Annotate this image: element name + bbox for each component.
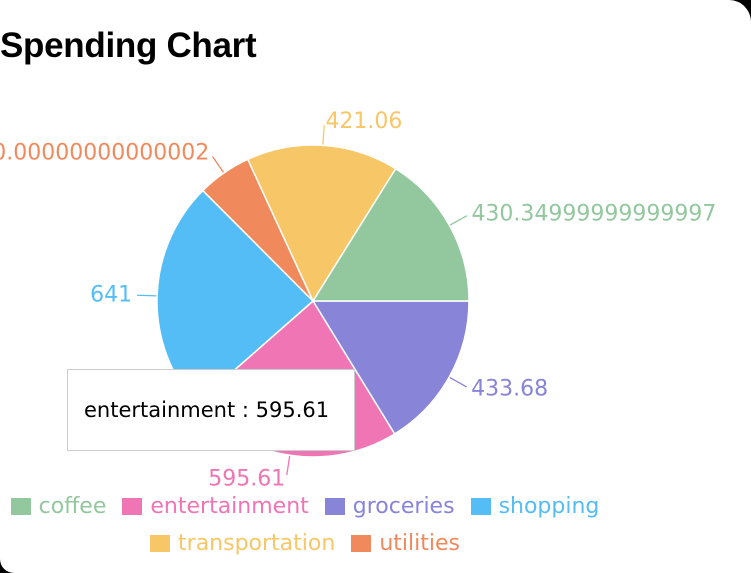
label-line-shopping: [137, 294, 158, 297]
legend-label: transportation: [178, 531, 336, 556]
legend-swatch-icon: [122, 498, 143, 515]
legend-label: shopping: [498, 494, 600, 519]
data-label-groceries: 433.68: [471, 376, 548, 401]
legend-label: groceries: [352, 494, 455, 519]
label-line-coffee: [449, 215, 468, 226]
data-label-shopping: 641: [90, 283, 132, 308]
legend-swatch-icon: [150, 535, 171, 552]
pie-slice-transportation[interactable]: [246, 144, 397, 303]
legend-swatch-icon: [324, 498, 345, 515]
legend-item-entertainment[interactable]: entertainment: [122, 494, 309, 519]
label-line-utilities: [211, 156, 225, 174]
legend-label: entertainment: [150, 494, 309, 519]
legend-item-groceries[interactable]: groceries: [324, 494, 455, 519]
data-label-coffee: 430.34999999999997: [471, 201, 716, 226]
legend-swatch-icon: [10, 498, 31, 515]
legend-swatch-icon: [351, 535, 372, 552]
data-label-transportation: 421.06: [325, 109, 402, 134]
chart-tooltip: entertainment : 595.61: [67, 369, 355, 451]
label-line-transportation: [322, 125, 325, 146]
data-label-entertainment: 595.61: [208, 466, 285, 491]
chart-legend: coffee entertainment groceries shopping tran…: [0, 494, 610, 556]
label-line-entertainment: [286, 455, 291, 476]
label-line-groceries: [448, 376, 467, 388]
pie-slice-coffee[interactable]: [311, 167, 470, 302]
legend-item-utilities[interactable]: utilities: [351, 531, 460, 556]
data-label-utilities: 150.00000000000002: [0, 141, 209, 166]
legend-item-transportation[interactable]: transportation: [150, 531, 335, 556]
legend-item-coffee[interactable]: coffee: [10, 494, 107, 519]
legend-label: utilities: [379, 531, 460, 556]
pie-slice-groceries[interactable]: [311, 300, 470, 435]
legend-label: coffee: [38, 494, 107, 519]
page-title: Spending Chart: [0, 26, 257, 65]
legend-item-shopping[interactable]: shopping: [470, 494, 600, 519]
tooltip-text: entertainment : 595.61: [84, 398, 330, 422]
legend-swatch-icon: [470, 498, 491, 515]
